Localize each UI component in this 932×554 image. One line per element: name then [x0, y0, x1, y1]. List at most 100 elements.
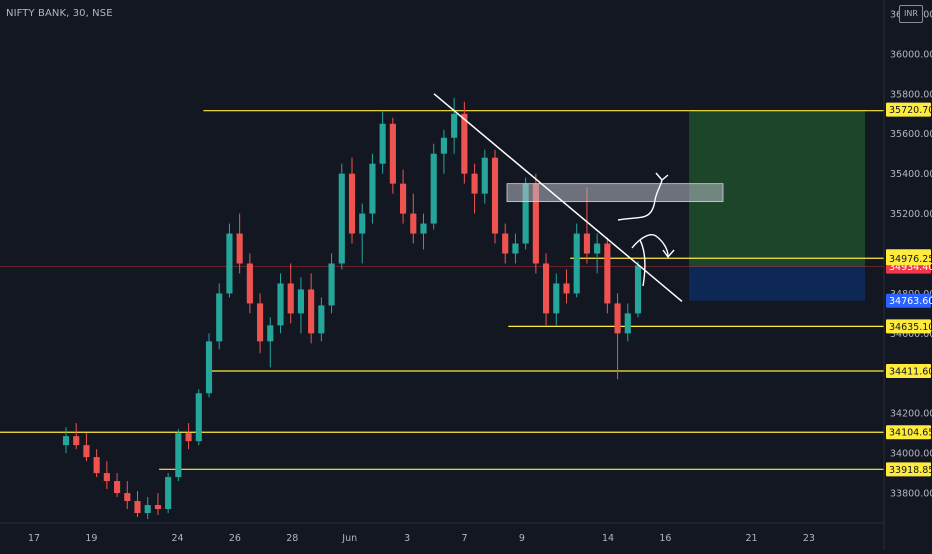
candle-body — [410, 213, 417, 234]
price-tick-label: 33800.00 — [890, 489, 932, 500]
price-tag — [886, 102, 931, 117]
candle-body — [308, 289, 315, 334]
candle-body — [83, 445, 90, 458]
trend-line[interactable] — [433, 93, 683, 302]
stop-zone[interactable] — [689, 266, 865, 301]
level-price-tag-label: 34411.60 — [889, 366, 932, 377]
candle-body — [93, 457, 100, 474]
time-tick-label: 7 — [461, 533, 467, 544]
candle-body — [379, 123, 386, 164]
candle-body — [124, 493, 131, 502]
price-tick-label: 35200.00 — [890, 209, 932, 220]
candle-body — [257, 303, 264, 342]
time-tick-label: 23 — [803, 533, 815, 544]
level-price-tag-label: 34976.25 — [889, 254, 932, 265]
candle-body — [287, 283, 294, 314]
candle-body — [420, 223, 427, 234]
candle-body — [634, 265, 642, 314]
price-tag-label: 35720.70 — [889, 105, 932, 116]
price-tag — [886, 293, 931, 308]
level-price-tag — [886, 363, 931, 378]
time-tick-label: 17 — [28, 533, 40, 544]
candle-body — [512, 243, 519, 254]
currency-badge[interactable]: INR — [899, 5, 923, 23]
level-price-tag — [886, 251, 931, 266]
candle-body — [604, 243, 611, 304]
candle-body — [114, 481, 121, 494]
candle-body — [267, 325, 274, 342]
time-tick-label: 16 — [659, 533, 671, 544]
candle-body — [440, 137, 447, 154]
level-price-tag — [886, 319, 931, 334]
time-tick-label: 28 — [286, 533, 298, 544]
candle-body — [359, 213, 366, 234]
candle-body — [246, 263, 253, 304]
candle-body — [73, 436, 80, 446]
projection-path-down[interactable] — [639, 239, 646, 287]
price-tag-label: 34934.40 — [889, 262, 932, 273]
candle-body — [165, 477, 172, 510]
candle-body — [195, 393, 202, 442]
candle-body — [226, 233, 233, 294]
candle-body — [461, 113, 468, 174]
candle-body — [144, 505, 151, 514]
candle-body — [134, 501, 141, 514]
candle-body — [502, 233, 509, 254]
chart-title: NIFTY BANK, 30, NSE — [6, 8, 113, 19]
supply-zone[interactable] — [506, 183, 724, 203]
level-price-tag-label: 34635.10 — [889, 322, 932, 333]
price-tick-label: 36000.00 — [890, 49, 932, 60]
candle-body — [583, 233, 590, 254]
candle-body — [543, 263, 550, 314]
candle-body — [563, 283, 570, 294]
time-tick-label: 24 — [171, 533, 183, 544]
arrow-down-icon — [662, 249, 675, 259]
level-price-tag-label: 33918.85 — [889, 465, 932, 476]
candle-body — [369, 163, 376, 214]
price-tick-label: 34600.00 — [890, 329, 932, 340]
level-price-tag-label: 34104.65 — [889, 428, 932, 439]
time-tick-label: Jun — [341, 533, 357, 544]
time-tick-label: 14 — [602, 533, 614, 544]
candle-body — [451, 113, 458, 138]
candle-body — [389, 123, 396, 184]
candle-body — [624, 313, 631, 334]
candle-body — [491, 157, 499, 234]
price-tick-label: 34200.00 — [890, 409, 932, 420]
price-tick-label: 34000.00 — [890, 449, 932, 460]
projection-path-right[interactable] — [631, 234, 669, 257]
candle-body — [103, 473, 110, 482]
candle-body — [297, 289, 304, 314]
candle-body — [532, 183, 539, 264]
candle-body — [553, 283, 560, 314]
candle-body — [430, 153, 437, 224]
projection-path-up[interactable] — [617, 179, 663, 221]
candle-body — [175, 433, 182, 478]
candle-body — [594, 243, 601, 254]
price-tick-label: 35600.00 — [890, 129, 932, 140]
time-tick-label: 3 — [404, 533, 410, 544]
price-tag-label: 34763.60 — [889, 296, 932, 307]
time-tick-label: 21 — [745, 533, 757, 544]
candle-body — [62, 436, 70, 446]
candle-body — [185, 433, 192, 442]
candle-body — [614, 303, 621, 334]
candle-body — [481, 157, 488, 194]
level-price-tag — [886, 425, 931, 440]
candle-body — [205, 341, 213, 394]
time-tick-label: 9 — [519, 533, 525, 544]
arrow-up-icon — [655, 172, 669, 181]
candle-body — [318, 305, 325, 334]
price-tick-label: 35800.00 — [890, 89, 932, 100]
level-price-tag — [886, 462, 931, 477]
candle-body — [154, 505, 161, 510]
candle-body — [277, 283, 284, 326]
time-tick-label: 19 — [85, 533, 97, 544]
candle-body — [338, 173, 345, 264]
candle-body — [471, 173, 478, 194]
candle-body — [522, 183, 529, 244]
candle-body — [236, 233, 243, 264]
candle-body — [573, 233, 580, 294]
